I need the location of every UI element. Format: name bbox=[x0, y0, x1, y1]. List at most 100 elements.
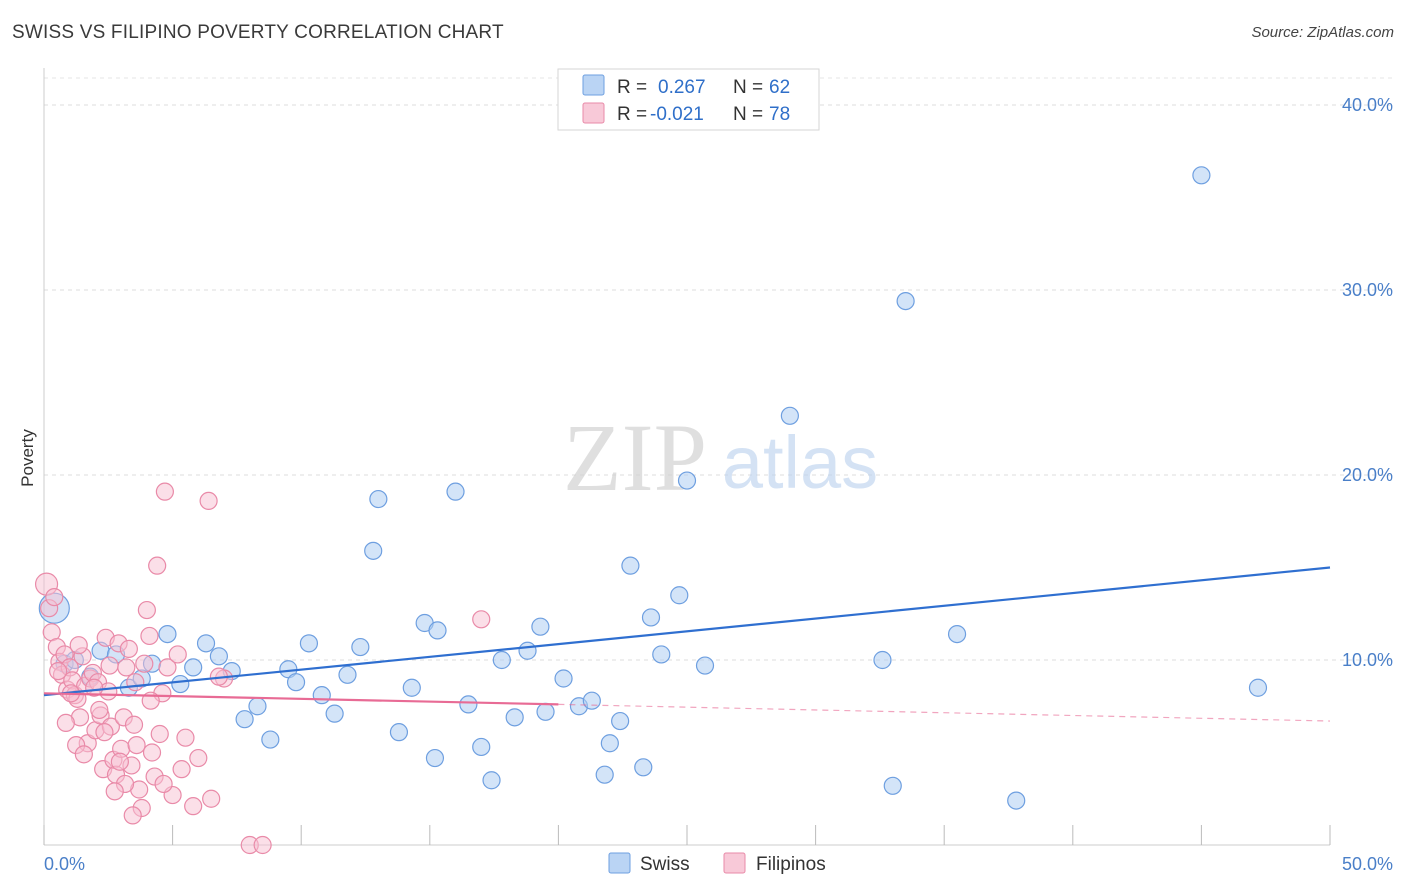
swiss-point-24 bbox=[351, 637, 370, 657]
swiss-point-17 bbox=[261, 730, 280, 749]
filipinos-point-75 bbox=[154, 774, 173, 794]
filipinos-point-65 bbox=[123, 806, 142, 825]
legend-swatch-swiss bbox=[582, 74, 605, 96]
grid-lines bbox=[44, 77, 1394, 661]
filipinos-point-40 bbox=[140, 626, 159, 646]
trend-lines bbox=[43, 566, 1331, 722]
swiss-point-33 bbox=[459, 695, 478, 714]
swiss-point-36 bbox=[492, 650, 511, 670]
filipinos-point-68 bbox=[85, 678, 104, 697]
swiss-point-53 bbox=[695, 656, 715, 675]
y-axis-title: Poverty bbox=[18, 429, 37, 487]
filipinos-point-76 bbox=[172, 760, 191, 779]
swiss-point-43 bbox=[582, 691, 601, 710]
filipinos-point-66 bbox=[74, 745, 93, 764]
swiss-point-52 bbox=[677, 471, 697, 490]
filipinos-point-71 bbox=[69, 636, 88, 655]
trend-line-swiss bbox=[43, 566, 1331, 697]
swiss-point-10 bbox=[171, 674, 190, 694]
legend-bottom: Swiss Filipinos bbox=[608, 852, 826, 875]
swiss-point-25 bbox=[364, 541, 383, 560]
swiss-point-9 bbox=[158, 624, 177, 644]
filipinos-point-38 bbox=[135, 654, 154, 673]
swiss-point-20 bbox=[299, 634, 319, 653]
swiss-point-41 bbox=[554, 669, 573, 688]
swiss-point-58 bbox=[947, 624, 967, 644]
swiss-point-26 bbox=[369, 489, 388, 509]
filipinos-point-73 bbox=[126, 673, 145, 692]
filipinos-point-31 bbox=[117, 658, 136, 677]
filipinos-point-70 bbox=[49, 661, 68, 681]
legend-r-value-swiss: 0.267 bbox=[658, 77, 706, 98]
swiss-point-57 bbox=[896, 292, 915, 311]
chart-source: Source: ZipAtlas.com bbox=[1251, 24, 1394, 41]
swiss-point-22 bbox=[325, 704, 344, 723]
x-tick-label-0: 0.0% bbox=[44, 854, 85, 874]
swiss-point-11 bbox=[184, 658, 203, 677]
filipinos-point-53 bbox=[199, 491, 218, 510]
swiss-point-32 bbox=[446, 482, 465, 501]
swiss-point-39 bbox=[531, 617, 550, 636]
legend-n-value-swiss: 62 bbox=[769, 77, 790, 98]
filipinos-point-35 bbox=[127, 735, 146, 755]
swiss-point-37 bbox=[505, 708, 524, 727]
swiss-point-60 bbox=[1192, 166, 1211, 185]
legend-n-label-filipinos: N = bbox=[733, 104, 763, 125]
legend-n-value-filipinos: 78 bbox=[769, 104, 790, 125]
swiss-point-54 bbox=[780, 406, 799, 425]
swiss-point-30 bbox=[425, 748, 445, 768]
swiss-point-59 bbox=[1007, 791, 1026, 810]
swiss-point-47 bbox=[621, 556, 640, 575]
legend-r-value-filipinos: -0.021 bbox=[650, 104, 704, 125]
chart-title: SWISS VS FILIPINO POVERTY CORRELATION CH… bbox=[12, 22, 504, 43]
bottom-legend-swatch-swiss bbox=[608, 852, 631, 874]
filipinos-point-32 bbox=[119, 639, 138, 659]
bottom-legend-swatch-filipinos bbox=[723, 852, 746, 874]
filipinos-point-69 bbox=[95, 723, 114, 742]
filipinos-point-44 bbox=[150, 724, 169, 744]
filipinos-point-47 bbox=[158, 658, 177, 677]
y-tick-label-2: 30.0% bbox=[1342, 280, 1393, 300]
y-tick-label-3: 40.0% bbox=[1342, 95, 1393, 115]
swiss-point-44 bbox=[595, 765, 614, 784]
legend-r-label-swiss: R = bbox=[617, 77, 647, 98]
filipinos-point-62 bbox=[100, 656, 119, 675]
watermark: ZIP atlas bbox=[563, 404, 878, 511]
filipinos-point-41 bbox=[142, 743, 162, 762]
swiss-point-49 bbox=[641, 608, 661, 627]
swiss-point-23 bbox=[338, 665, 357, 684]
filipinos-point-54 bbox=[202, 789, 221, 808]
swiss-point-48 bbox=[634, 758, 653, 777]
swiss-point-28 bbox=[402, 678, 421, 697]
y-tick-label-0: 10.0% bbox=[1342, 650, 1393, 670]
filipinos-point-46 bbox=[155, 482, 174, 501]
trend-line-filipinos-solid bbox=[43, 692, 559, 706]
swiss-point-15 bbox=[235, 710, 254, 729]
filipinos-point-50 bbox=[176, 728, 195, 747]
trend-line-filipinos-dashed bbox=[558, 703, 1331, 722]
y-tick-label-1: 20.0% bbox=[1342, 465, 1393, 485]
filipinos-point-39 bbox=[137, 600, 156, 620]
filipinos-point-72 bbox=[105, 782, 124, 801]
swiss-point-27 bbox=[389, 723, 409, 742]
legend-top: R = 0.267 N = 62 R = -0.021 N = 78 bbox=[557, 68, 820, 131]
legend-r-label-filipinos: R = bbox=[617, 104, 647, 125]
filipinos-point-61 bbox=[90, 700, 109, 720]
swiss-point-13 bbox=[209, 647, 228, 666]
legend-n-label-swiss: N = bbox=[733, 77, 763, 98]
swiss-point-40 bbox=[536, 702, 555, 721]
filipinos-point-51 bbox=[184, 797, 203, 816]
swiss-point-61 bbox=[1248, 678, 1268, 697]
filipinos-point-67 bbox=[56, 713, 75, 733]
swiss-point-50 bbox=[652, 645, 671, 664]
legend-swatch-filipinos bbox=[582, 102, 605, 124]
swiss-point-55 bbox=[873, 650, 892, 670]
filipinos-point-3 bbox=[45, 587, 64, 607]
swiss-point-31 bbox=[428, 621, 447, 640]
filipinos-point-63 bbox=[110, 752, 129, 771]
swiss-point-19 bbox=[286, 673, 306, 692]
series-filipinos-points bbox=[34, 482, 491, 855]
swiss-point-46 bbox=[611, 711, 630, 731]
watermark-zip: ZIP bbox=[563, 404, 707, 511]
